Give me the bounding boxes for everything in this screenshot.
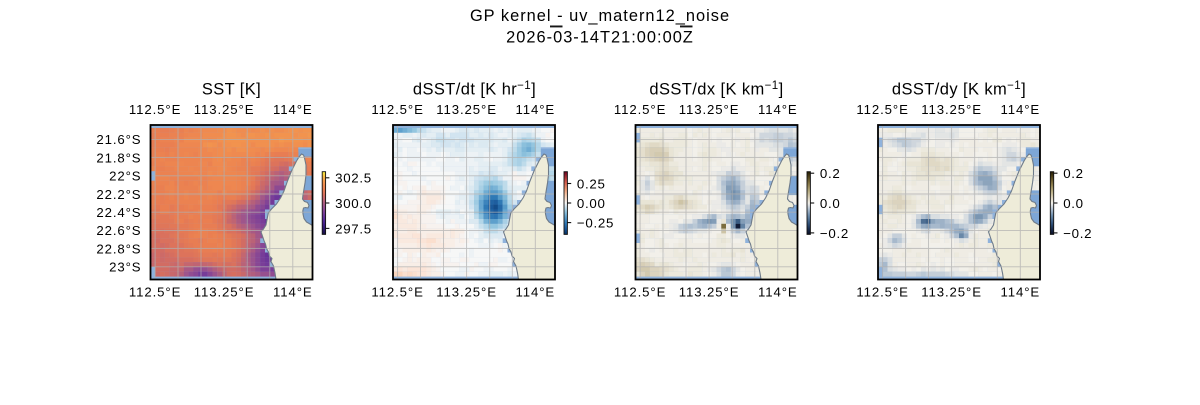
- svg-text:dSST/dy [K km−1]: dSST/dy [K km−1]: [892, 80, 1026, 99]
- svg-text:−0.2: −0.2: [820, 226, 849, 241]
- svg-text:113.25°E: 113.25°E: [194, 102, 255, 117]
- svg-text:2026-03-14T21:00:00Z: 2026-03-14T21:00:00Z: [506, 28, 694, 46]
- svg-text:21.8°S: 21.8°S: [96, 150, 141, 165]
- svg-text:0.00: 0.00: [577, 196, 606, 211]
- svg-text:113.25°E: 113.25°E: [436, 284, 497, 299]
- svg-text:21.6°S: 21.6°S: [96, 132, 141, 147]
- svg-text:112.5°E: 112.5°E: [371, 284, 423, 299]
- svg-text:GP kernel - uv_matern12_noise: GP kernel - uv_matern12_noise: [470, 7, 730, 25]
- svg-text:114°E: 114°E: [273, 102, 313, 117]
- svg-text:114°E: 114°E: [516, 102, 556, 117]
- svg-text:112.5°E: 112.5°E: [856, 102, 908, 117]
- svg-text:112.5°E: 112.5°E: [856, 284, 908, 299]
- svg-text:114°E: 114°E: [1001, 102, 1041, 117]
- svg-text:112.5°E: 112.5°E: [614, 284, 666, 299]
- svg-text:112.5°E: 112.5°E: [129, 284, 181, 299]
- svg-text:−0.2: −0.2: [1063, 226, 1092, 241]
- svg-text:22.6°S: 22.6°S: [96, 223, 141, 238]
- svg-text:22.4°S: 22.4°S: [96, 205, 141, 220]
- svg-text:114°E: 114°E: [516, 284, 556, 299]
- svg-text:0.2: 0.2: [1063, 166, 1084, 181]
- svg-text:113.25°E: 113.25°E: [679, 102, 740, 117]
- svg-text:23°S: 23°S: [109, 260, 141, 275]
- svg-text:22.2°S: 22.2°S: [96, 187, 141, 202]
- svg-text:300.0: 300.0: [335, 196, 372, 211]
- svg-text:22°S: 22°S: [109, 169, 141, 184]
- svg-text:113.25°E: 113.25°E: [436, 102, 497, 117]
- svg-text:0.2: 0.2: [820, 166, 841, 181]
- svg-text:113.25°E: 113.25°E: [194, 284, 255, 299]
- svg-text:302.5: 302.5: [335, 171, 372, 186]
- svg-text:112.5°E: 112.5°E: [371, 102, 423, 117]
- svg-text:114°E: 114°E: [273, 284, 313, 299]
- svg-text:22.8°S: 22.8°S: [96, 241, 141, 256]
- svg-text:0.0: 0.0: [1063, 196, 1084, 211]
- svg-text:113.25°E: 113.25°E: [921, 284, 982, 299]
- svg-text:114°E: 114°E: [758, 102, 798, 117]
- svg-text:0.25: 0.25: [577, 176, 606, 191]
- svg-text:dSST/dx [K km−1]: dSST/dx [K km−1]: [649, 80, 783, 99]
- svg-text:113.25°E: 113.25°E: [921, 102, 982, 117]
- svg-text:0.0: 0.0: [820, 196, 841, 211]
- svg-text:112.5°E: 112.5°E: [614, 102, 666, 117]
- svg-text:SST [K]: SST [K]: [202, 81, 261, 99]
- svg-text:114°E: 114°E: [1001, 284, 1041, 299]
- svg-text:113.25°E: 113.25°E: [679, 284, 740, 299]
- svg-text:112.5°E: 112.5°E: [129, 102, 181, 117]
- svg-text:114°E: 114°E: [758, 284, 798, 299]
- svg-text:−0.25: −0.25: [577, 216, 614, 231]
- svg-text:dSST/dt [K hr−1]: dSST/dt [K hr−1]: [413, 80, 536, 99]
- svg-text:297.5: 297.5: [335, 221, 372, 236]
